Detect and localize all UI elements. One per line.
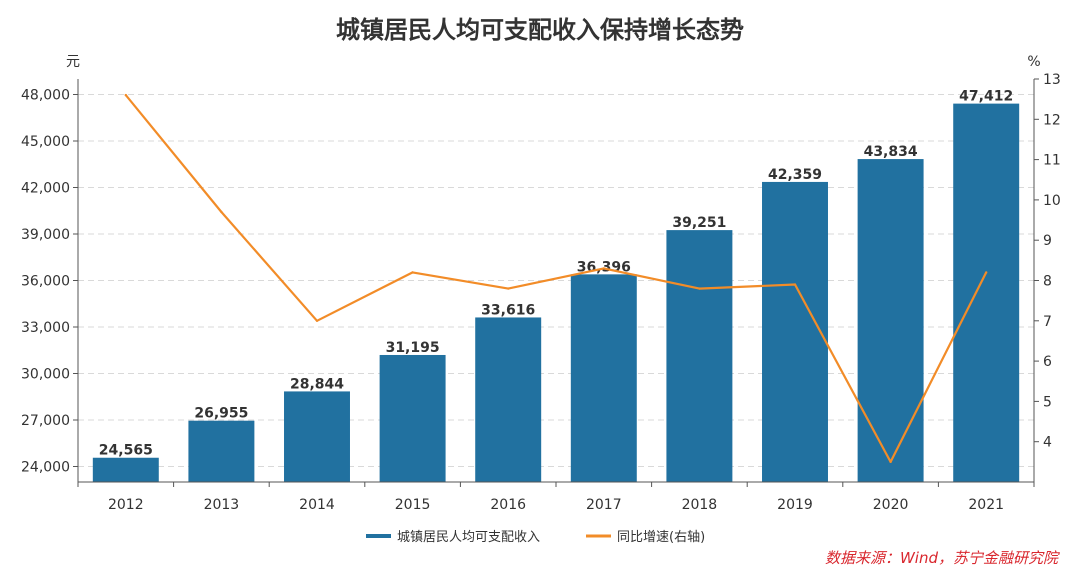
bar	[379, 354, 446, 482]
left-tick-label: 36,000	[21, 274, 70, 290]
left-axis-ticks: 24,000 27,000 30,000 33,000 36,000 39,000 42,0…	[21, 88, 78, 476]
bar	[92, 457, 159, 482]
bar	[570, 274, 637, 482]
left-tick-label: 27,000	[21, 413, 70, 429]
bar-data-label: 47,412	[959, 89, 1013, 105]
bar-series	[92, 103, 1020, 483]
right-axis-ticks: 4 5 6 7 8 9 10 11 12 13	[1034, 72, 1061, 451]
bar	[188, 420, 255, 482]
bar-data-label: 39,251	[672, 215, 726, 231]
line-point	[411, 271, 414, 274]
x-tick-label: 2021	[968, 497, 1004, 513]
right-tick-label: 5	[1043, 394, 1052, 410]
bar	[857, 159, 924, 482]
left-tick-label: 24,000	[21, 460, 70, 476]
bar	[475, 317, 542, 482]
line-point	[124, 93, 128, 97]
legend: 城镇居民人均可支配收入 同比增速(右轴)	[366, 530, 705, 545]
right-tick-label: 12	[1043, 112, 1061, 128]
right-tick-label: 11	[1043, 153, 1061, 169]
line-point	[602, 267, 605, 270]
x-tick-label: 2016	[490, 497, 526, 513]
bar	[953, 103, 1020, 482]
bar-data-label: 43,834	[864, 144, 918, 160]
x-tick-label: 2013	[204, 497, 240, 513]
left-tick-label: 42,000	[21, 181, 70, 197]
line-point	[793, 283, 797, 286]
bar-data-label: 33,616	[481, 302, 535, 318]
right-tick-label: 7	[1043, 314, 1052, 330]
bar-data-label: 26,955	[194, 406, 248, 422]
right-axis-unit: %	[1027, 54, 1040, 70]
growth-rate-line	[124, 94, 988, 463]
right-tick-label: 9	[1043, 233, 1052, 249]
right-tick-label: 8	[1043, 274, 1052, 290]
line-point	[698, 287, 701, 290]
bar	[284, 391, 350, 482]
left-tick-label: 30,000	[21, 367, 70, 383]
left-axis-unit: 元	[66, 54, 80, 70]
x-tick-label: 2015	[395, 497, 431, 513]
line-point	[507, 287, 510, 290]
right-tick-label: 4	[1043, 435, 1052, 451]
bar-data-label: 24,565	[99, 443, 153, 459]
x-tick-label: 2019	[777, 497, 813, 513]
line-point	[315, 319, 319, 322]
bar	[666, 230, 733, 482]
right-tick-label: 6	[1043, 354, 1052, 370]
x-tick-label: 2012	[108, 497, 144, 513]
bar-data-label: 31,195	[386, 340, 440, 356]
chart-title: 城镇居民人均可支配收入保持增长态势	[336, 16, 744, 44]
x-tick-label: 2018	[682, 497, 718, 513]
left-tick-label: 45,000	[21, 134, 70, 150]
left-tick-label: 48,000	[21, 88, 70, 104]
x-tick-label: 2020	[873, 497, 909, 513]
x-tick-label: 2017	[586, 497, 622, 513]
right-tick-label: 10	[1043, 193, 1061, 209]
right-tick-label: 13	[1043, 72, 1061, 88]
bar-data-labels: 24,56526,95528,84431,19533,61636,39639,2…	[99, 89, 1013, 459]
legend-label-income: 城镇居民人均可支配收入	[397, 530, 540, 545]
bar-data-label: 28,844	[290, 376, 344, 392]
x-axis-ticks: 2012 2013 2014 2015 2016 2017 2018 2019 2020 2021	[77, 482, 1035, 513]
legend-label-growth: 同比增速(右轴)	[617, 530, 705, 545]
line-point	[889, 460, 892, 464]
bar-data-label: 42,359	[768, 167, 822, 183]
bar	[762, 181, 828, 483]
line-series	[124, 93, 988, 464]
x-tick-label: 2014	[299, 497, 335, 513]
line-point	[985, 271, 988, 274]
left-tick-label: 39,000	[21, 227, 70, 243]
line-point	[220, 210, 223, 214]
source-note: 数据来源：Wind，苏宁金融研究院	[825, 549, 1060, 567]
left-tick-label: 33,000	[21, 320, 70, 336]
